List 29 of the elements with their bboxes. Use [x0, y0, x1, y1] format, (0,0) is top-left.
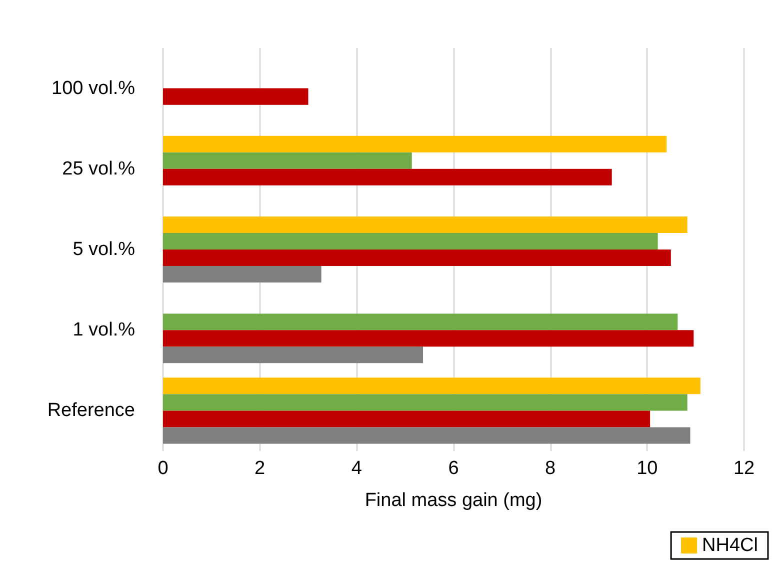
bar — [163, 346, 423, 364]
legend-label: NH4Cl — [702, 535, 758, 556]
bar — [163, 88, 308, 105]
y-tick-label: 1 vol.% — [72, 320, 136, 341]
bar — [163, 168, 612, 186]
y-tick-label: 25 vol.% — [62, 158, 136, 180]
bar — [163, 232, 658, 250]
bar — [163, 250, 671, 266]
y-tick-label: Reference — [47, 400, 135, 422]
bar — [163, 394, 688, 411]
bar — [163, 378, 700, 394]
x-tick-label: 6 — [448, 458, 459, 479]
bar — [163, 330, 694, 347]
x-axis-title: Final mass gain (mg) — [364, 490, 542, 511]
bar — [163, 410, 650, 428]
bar — [163, 136, 667, 152]
bar — [163, 152, 412, 169]
bar — [163, 216, 688, 233]
x-tick-label: 10 — [636, 458, 658, 479]
y-tick-label: 5 vol.% — [72, 239, 136, 260]
bar — [163, 314, 678, 330]
x-tick-label: 8 — [545, 458, 556, 479]
x-tick-label: 4 — [351, 458, 362, 479]
x-tick-label: 2 — [254, 458, 266, 479]
bar — [163, 266, 322, 283]
bar — [163, 427, 690, 444]
x-tick-label: 12 — [733, 458, 755, 479]
x-tick-label: 0 — [158, 458, 168, 479]
y-tick-label: 100 vol.% — [52, 78, 136, 99]
